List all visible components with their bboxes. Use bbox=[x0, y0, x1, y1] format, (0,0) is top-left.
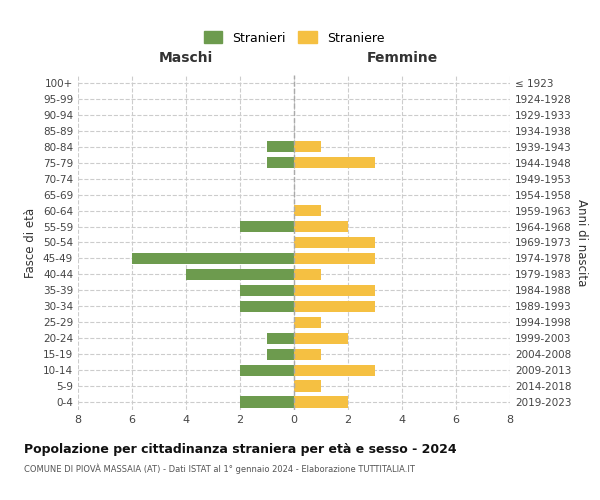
Bar bbox=[186, 269, 294, 280]
Text: Maschi: Maschi bbox=[159, 51, 213, 65]
Bar bbox=[294, 316, 321, 328]
Bar bbox=[240, 396, 294, 407]
Bar bbox=[294, 205, 321, 216]
Bar bbox=[294, 141, 321, 152]
Bar bbox=[294, 221, 348, 232]
Bar bbox=[294, 253, 375, 264]
Bar bbox=[294, 380, 321, 392]
Text: Femmine: Femmine bbox=[367, 51, 437, 65]
Y-axis label: Fasce di età: Fasce di età bbox=[25, 208, 37, 278]
Bar bbox=[294, 285, 375, 296]
Bar bbox=[294, 396, 348, 407]
Bar bbox=[294, 269, 321, 280]
Bar bbox=[240, 221, 294, 232]
Bar bbox=[294, 364, 375, 376]
Bar bbox=[267, 332, 294, 344]
Legend: Stranieri, Straniere: Stranieri, Straniere bbox=[200, 28, 388, 48]
Bar bbox=[240, 300, 294, 312]
Bar bbox=[294, 300, 375, 312]
Bar bbox=[294, 348, 321, 360]
Bar bbox=[132, 253, 294, 264]
Bar bbox=[240, 285, 294, 296]
Bar bbox=[294, 332, 348, 344]
Y-axis label: Anni di nascita: Anni di nascita bbox=[575, 199, 588, 286]
Text: Popolazione per cittadinanza straniera per età e sesso - 2024: Popolazione per cittadinanza straniera p… bbox=[24, 442, 457, 456]
Bar bbox=[267, 157, 294, 168]
Bar bbox=[267, 141, 294, 152]
Bar bbox=[240, 364, 294, 376]
Bar bbox=[294, 237, 375, 248]
Bar bbox=[267, 348, 294, 360]
Bar bbox=[294, 157, 375, 168]
Text: COMUNE DI PIOVÀ MASSAIA (AT) - Dati ISTAT al 1° gennaio 2024 - Elaborazione TUTT: COMUNE DI PIOVÀ MASSAIA (AT) - Dati ISTA… bbox=[24, 464, 415, 474]
